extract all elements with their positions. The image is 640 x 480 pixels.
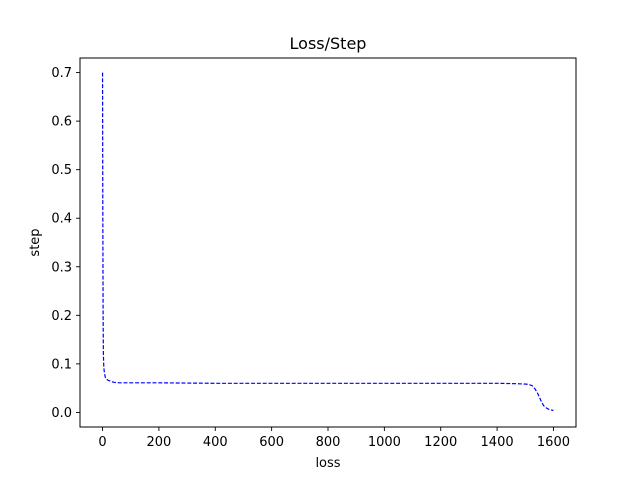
y-axis: 0.0 0.1 0.2 0.3 0.4 0.5 0.6 0.7 [51,66,80,421]
x-tick-label: 1600 [537,435,570,450]
series-line [101,72,554,412]
x-tick-label: 1200 [424,435,457,450]
x-tick-label: 600 [259,435,284,450]
y-tick-label: 0.2 [51,309,72,324]
y-tick-label: 0.0 [51,406,72,421]
chart-title: Loss/Step [290,34,367,53]
x-tick-label: 400 [203,435,228,450]
x-tick-label: 1400 [481,435,514,450]
y-tick-label: 0.7 [51,66,72,81]
axes-frame [79,57,577,428]
x-tick-label: 0 [98,435,106,450]
y-tick-label: 0.1 [51,357,72,372]
y-tick-label: 0.5 [51,163,72,178]
x-tick-label: 800 [316,435,341,450]
x-tick-label: 200 [146,435,171,450]
y-tick-label: 0.4 [51,212,72,227]
x-axis: 0 200 400 600 800 1000 1200 1400 1600 [98,427,570,450]
plot-area [101,72,554,412]
x-tick-label: 1000 [368,435,401,450]
x-axis-label: loss [315,456,340,471]
y-tick-label: 0.3 [51,260,72,275]
y-axis-label: step [28,228,43,256]
y-tick-label: 0.6 [51,115,72,130]
